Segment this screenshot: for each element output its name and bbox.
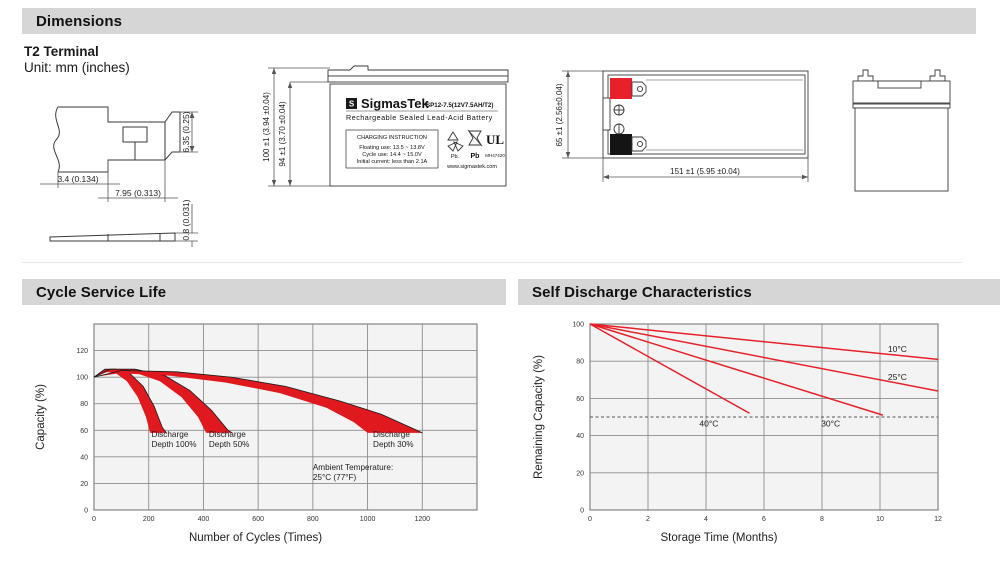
recycle-mark-label: Pb. (451, 154, 460, 160)
series-line (589, 323, 939, 392)
y-axis-title: Remaining Capacity (%) (533, 355, 545, 479)
y-tick-label: 80 (80, 401, 88, 408)
series-label: 40°C (699, 418, 718, 428)
chart-cycle-service-life: 0 200 400 600 800 1000 1200 0 20 40 60 80 100 120 Disc… (22, 310, 492, 560)
section-divider (22, 262, 962, 263)
x-tick-label: 800 (307, 516, 319, 523)
negative-terminal (610, 134, 632, 155)
y-tick-label: 20 (576, 470, 584, 477)
x-tick-label: 0 (588, 516, 592, 523)
y-tick-label: 80 (576, 359, 584, 366)
x-tick-label: 0 (92, 516, 96, 523)
series-label: 10°C (888, 344, 907, 354)
recycle-icon (447, 131, 464, 152)
chart-annotation: Ambient Temperature: (313, 463, 393, 472)
battery-side-view (852, 69, 951, 192)
section-title-self-discharge: Self Discharge Characteristics (532, 283, 752, 301)
dim-width-small: 3.4 (0.134) (57, 174, 98, 184)
positive-terminal (610, 78, 632, 99)
y-tick-label: 20 (80, 481, 88, 488)
no-trash-icon (467, 129, 483, 147)
section-title-dimensions: Dimensions (36, 12, 123, 30)
ul-mark-label: UL (486, 132, 504, 147)
x-tick-label: 400 (198, 516, 210, 523)
website-label: www.sigmastek.com (446, 164, 497, 170)
y-tick-label: 100 (76, 375, 88, 382)
x-tick-label: 2 (646, 516, 650, 523)
x-tick-label: 4 (704, 516, 708, 523)
series-label: 25°C (888, 372, 907, 382)
x-tick-label: 10 (876, 516, 884, 523)
chart-annotation: Depth 30% (373, 440, 414, 449)
dim-battery-width: 65 ±1 (2.56±0.04) (555, 83, 564, 146)
x-tick-label: 1000 (360, 516, 376, 523)
chart-annotation: Depth 50% (209, 440, 250, 449)
dim-width-large: 7.95 (0.313) (115, 188, 161, 198)
chart-annotation: Depth 100% (151, 440, 196, 449)
dim-terminal-height: 6.35 (0.25) (181, 111, 191, 152)
chart-annotation: Discharge (373, 430, 410, 439)
y-tick-label: 0 (84, 508, 88, 515)
t2-terminal-drawing: 6.35 (0.25) 3.4 (0.134) 7.95 (0.313) 0.8… (40, 106, 198, 247)
chart-self-discharge: 10°C 25°C 30°C 40°C 0 2 4 6 8 10 12 0 20 40 60 80 100 Sto… (518, 310, 988, 560)
dim-total-height: 100 ±1 (3.94 ±0.04) (262, 92, 271, 162)
series-label: 30°C (821, 418, 840, 428)
y-tick-label: 100 (572, 322, 584, 329)
x-tick-label: 8 (820, 516, 824, 523)
series-band (94, 369, 233, 433)
y-tick-label: 40 (80, 454, 88, 461)
dim-container-height: 94 ±1 (3.70 ±0.04) (278, 101, 287, 167)
chart-annotation: 25°C (77°F) (313, 473, 357, 482)
series-line (589, 323, 750, 414)
x-tick-label: 12 (934, 516, 942, 523)
terminal-type-label: T2 Terminal (24, 44, 99, 59)
x-axis-title: Storage Time (Months) (661, 532, 778, 544)
section-header-self-discharge: Self Discharge Characteristics (518, 279, 1000, 305)
series-upper-line (93, 368, 233, 434)
series-band (94, 370, 423, 433)
series-band (94, 369, 167, 433)
x-tick-label: 200 (143, 516, 155, 523)
charging-line-2: Cycle use: 14.4 ~ 15.0V (362, 152, 422, 158)
charging-line-3: Initial current: less than 2.1A (357, 159, 428, 165)
chart-annotation: Discharge (151, 430, 188, 439)
y-tick-label: 60 (576, 396, 584, 403)
y-tick-label: 120 (76, 348, 88, 355)
charging-line-1: Floating use: 13.5 ~ 13.8V (359, 145, 425, 151)
series-line (589, 323, 884, 416)
series-upper-line (93, 368, 167, 434)
battery-front-view: 100 ±1 (3.94 ±0.04) 94 ±1 (3.70 ±0.04) S… (262, 65, 509, 187)
y-tick-label: 60 (80, 428, 88, 435)
charging-heading: CHARGING INSTRUCTION (357, 135, 427, 141)
ul-icon: UL (486, 132, 504, 147)
x-axis-title: Number of Cycles (Times) (189, 532, 322, 544)
series-line (589, 323, 939, 361)
x-tick-label: 1200 (414, 516, 430, 523)
y-tick-label: 0 (580, 508, 584, 515)
battery-description: Rechargeable Sealed Lead-Acid Battery (346, 113, 493, 122)
y-tick-label: 40 (576, 433, 584, 440)
x-tick-label: 6 (762, 516, 766, 523)
section-header-cycle-service-life: Cycle Service Life (22, 279, 506, 305)
section-header-dimensions: Dimensions (22, 8, 976, 34)
unit-label: Unit: mm (inches) (24, 60, 130, 75)
battery-top-view: 65 ±1 (2.56±0.04) 151 ±1 (5.95 ±0.04) (555, 70, 809, 182)
positive-symbol-icon (613, 104, 625, 116)
brand-mark-icon: S (349, 100, 355, 109)
brand-name: SigmasTek (361, 96, 429, 111)
chart-annotation: Discharge (209, 430, 246, 439)
series-upper-line (93, 370, 423, 434)
battery-model: SP12-7.5(12V7.5AH/T2) (426, 102, 493, 109)
lead-mark-label: Pb (471, 153, 480, 160)
x-tick-label: 600 (252, 516, 264, 523)
section-title-cycle-service-life: Cycle Service Life (36, 283, 167, 301)
y-axis-title: Capacity (%) (35, 384, 47, 450)
dim-terminal-thickness: 0.8 (0.031) (181, 199, 191, 240)
dim-battery-length: 151 ±1 (5.95 ±0.04) (670, 167, 740, 176)
ul-file-number: MH47420 (485, 153, 505, 158)
